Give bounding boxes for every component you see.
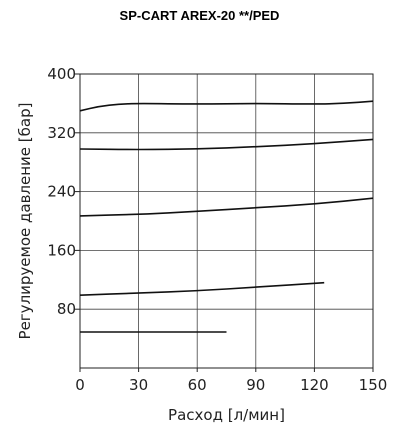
series-line-4 [79,281,325,296]
x-axis-label: Расход [л/мин] [168,406,285,424]
x-tick-label: 150 [359,376,388,394]
x-tick-labels: 0 30 60 90 120 150 [75,376,387,394]
series-line-3 [79,197,374,217]
x-tick-label: 30 [129,376,148,394]
grid [80,74,373,368]
y-tick-label: 240 [47,183,76,201]
y-tick-label: 320 [47,124,76,142]
y-tick-labels: 80 160 240 320 400 [47,65,76,318]
y-tick-label: 160 [47,241,76,259]
y-tick-label: 80 [57,300,76,318]
x-tick-label: 90 [246,376,265,394]
x-tick-label: 120 [300,376,329,394]
series-line-1 [79,100,374,112]
y-axis-label: Регулируемое давление [бар] [16,103,34,340]
plot-frame [74,73,374,372]
x-tick-label: 60 [188,376,207,394]
chart-title: SP-CART AREX-20 **/PED [119,8,280,23]
x-tick-label: 0 [75,376,85,394]
plot-border [79,73,374,369]
series-line-2 [79,138,374,151]
y-tick-label: 400 [47,65,76,83]
series-lines [79,100,374,333]
